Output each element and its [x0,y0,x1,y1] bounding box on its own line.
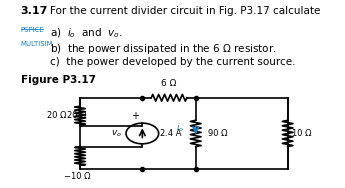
Text: 10 Ω: 10 Ω [292,129,312,138]
Text: a)  $i_o$  and  $v_o$.: a) $i_o$ and $v_o$. [50,26,123,40]
Text: 20 Ω: 20 Ω [47,111,67,120]
Text: 2.4 A: 2.4 A [160,129,181,138]
Text: 20 Ω: 20 Ω [67,111,86,120]
Text: For the current divider circuit in Fig. P3.17 calculate: For the current divider circuit in Fig. … [50,6,321,16]
Text: b)  the power dissipated in the 6 $\Omega$ resistor.: b) the power dissipated in the 6 $\Omega… [50,42,277,56]
Text: 90 Ω: 90 Ω [208,129,227,138]
Text: $v_o$: $v_o$ [111,128,121,139]
Text: −10 Ω: −10 Ω [64,172,90,181]
Text: PSPICE: PSPICE [21,27,45,33]
Text: MULTISIM: MULTISIM [21,41,53,47]
Text: 3.17: 3.17 [21,6,48,16]
Text: Figure P3.17: Figure P3.17 [21,75,96,85]
Text: +: + [131,111,139,121]
Text: $i_o$: $i_o$ [176,122,184,134]
Text: c)  the power developed by the current source.: c) the power developed by the current so… [50,57,296,67]
Text: 6 Ω: 6 Ω [161,79,177,88]
